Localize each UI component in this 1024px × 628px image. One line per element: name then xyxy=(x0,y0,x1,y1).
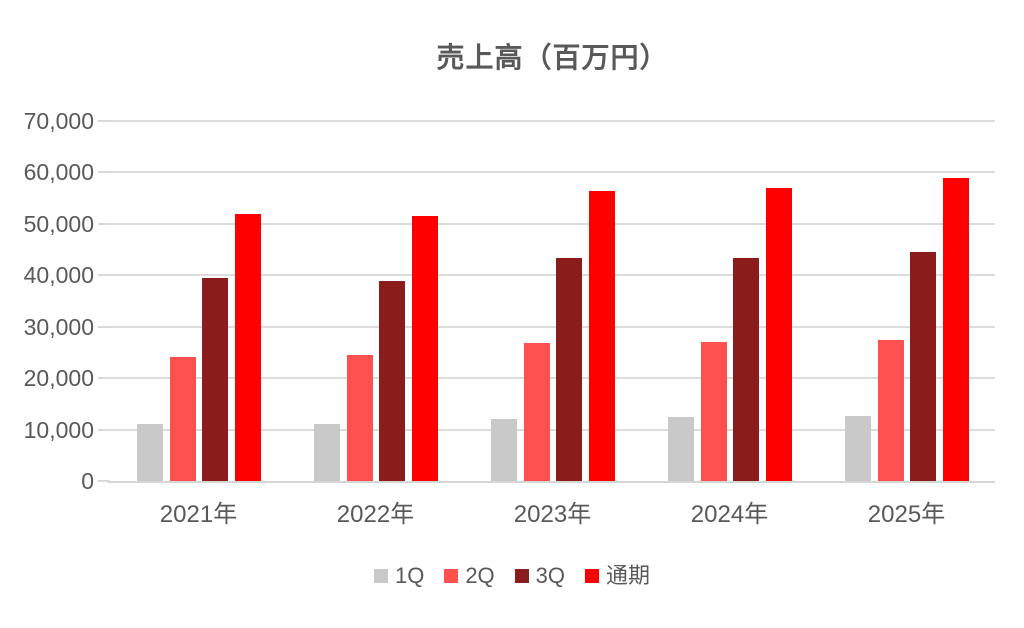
legend-item-2Q: 2Q xyxy=(444,563,495,588)
bar-1Q-2024年 xyxy=(668,417,694,481)
bar-3Q-2025年 xyxy=(910,251,936,481)
legend-label: 通期 xyxy=(606,563,651,588)
x-axis-label: 2024年 xyxy=(690,501,769,528)
y-axis-label: 70,000 xyxy=(23,108,94,134)
y-axis-tick xyxy=(98,428,110,431)
bar-通期-2023年 xyxy=(588,190,615,481)
y-axis-tick xyxy=(98,222,110,225)
bar-2Q-2022年 xyxy=(346,355,373,481)
bar-3Q-2024年 xyxy=(733,258,759,481)
bar-2Q-2024年 xyxy=(700,341,727,481)
bar-3Q-2023年 xyxy=(556,258,582,481)
bar-3Q-2021年 xyxy=(202,278,228,481)
gridline xyxy=(110,171,995,174)
bar-1Q-2025年 xyxy=(845,415,871,481)
bar-2Q-2023年 xyxy=(523,343,550,481)
legend-swatch-icon xyxy=(444,569,459,583)
bar-3Q-2022年 xyxy=(379,280,405,481)
y-axis-label: 50,000 xyxy=(23,210,94,237)
y-axis-tick xyxy=(98,325,110,328)
gridline xyxy=(110,428,995,431)
bar-1Q-2023年 xyxy=(491,418,517,481)
bar-通期-2025年 xyxy=(942,177,969,481)
x-axis-label: 2022年 xyxy=(336,501,415,528)
bar-1Q-2021年 xyxy=(137,424,163,481)
x-axis-label: 2025年 xyxy=(867,501,946,528)
legend-swatch-icon xyxy=(514,569,529,583)
legend-item-3Q: 3Q xyxy=(514,563,566,588)
legend-swatch-icon xyxy=(373,569,388,583)
x-axis-label: 2023年 xyxy=(513,501,592,528)
x-axis-label: 2021年 xyxy=(159,501,238,528)
y-axis-label: 20,000 xyxy=(23,365,94,392)
chart-title: 売上高（百万円） xyxy=(436,42,669,73)
x-axis-line xyxy=(108,481,995,483)
gridline xyxy=(110,120,995,122)
legend-item-1Q: 1Q xyxy=(373,563,425,588)
legend-swatch-icon xyxy=(585,569,600,583)
y-axis-label: 40,000 xyxy=(23,262,94,289)
y-axis-label: 0 xyxy=(81,468,94,494)
bar-2Q-2021年 xyxy=(169,356,196,481)
legend-item-通期: 通期 xyxy=(585,564,650,588)
legend-label: 3Q xyxy=(535,563,566,588)
y-axis-tick xyxy=(98,171,110,174)
legend-label: 2Q xyxy=(465,563,495,588)
legend-label: 1Q xyxy=(394,563,425,588)
bar-1Q-2022年 xyxy=(314,423,340,481)
gridline xyxy=(110,274,995,277)
y-axis-tick xyxy=(98,480,110,482)
y-axis-label: 10,000 xyxy=(23,416,94,443)
bar-通期-2022年 xyxy=(411,216,438,481)
y-axis-label: 30,000 xyxy=(23,313,94,340)
gridline xyxy=(110,325,995,328)
bar-通期-2021年 xyxy=(234,214,261,481)
bar-通期-2024年 xyxy=(765,188,792,481)
bar-2Q-2025年 xyxy=(877,339,904,481)
y-axis-tick xyxy=(98,120,110,122)
y-axis-tick xyxy=(98,274,110,277)
gridline xyxy=(110,377,995,380)
y-axis-tick xyxy=(98,377,110,380)
chart-legend: 1Q 2Q 3Q 通期 xyxy=(0,564,1024,588)
y-axis-label: 60,000 xyxy=(23,159,94,186)
gridline xyxy=(110,222,995,225)
